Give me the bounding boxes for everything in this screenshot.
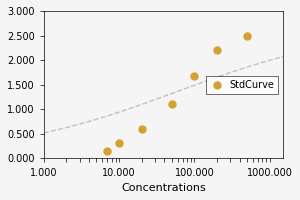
StdCurve [117, 141, 122, 144]
StdCurve [215, 49, 220, 52]
StdCurve [139, 127, 144, 131]
StdCurve [192, 74, 197, 77]
StdCurve [245, 34, 250, 37]
X-axis label: Concentrations: Concentrations [121, 183, 206, 193]
StdCurve [105, 149, 110, 153]
Legend: StdCurve: StdCurve [206, 76, 278, 94]
StdCurve [169, 103, 174, 106]
